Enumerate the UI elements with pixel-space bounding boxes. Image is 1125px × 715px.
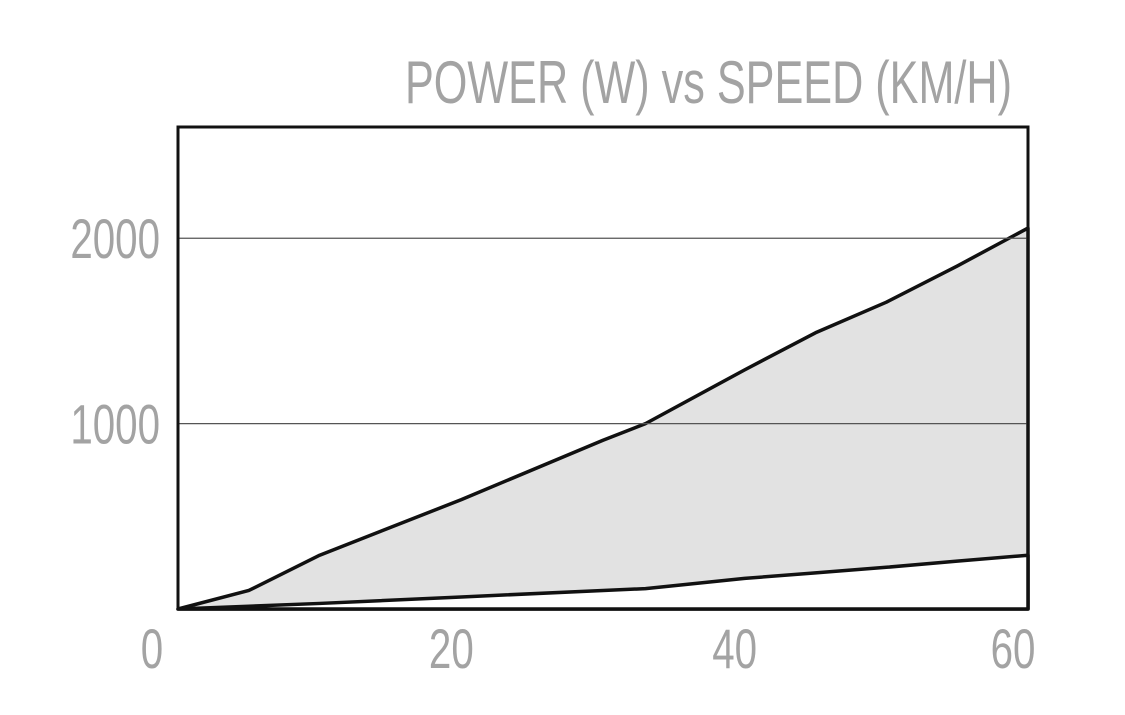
y-tick-label: 1000 bbox=[70, 394, 160, 456]
y-tick-label: 2000 bbox=[70, 209, 160, 271]
x-tick-label: 20 bbox=[429, 619, 474, 681]
area-line bbox=[176, 226, 1030, 611]
x-tick-label: 0 bbox=[141, 619, 163, 681]
plot-frame bbox=[176, 125, 1030, 611]
x-tick-label: 60 bbox=[991, 619, 1036, 681]
x-tick-label: 40 bbox=[712, 619, 757, 681]
chart-title: POWER (W) vs SPEED (KM/H) bbox=[405, 50, 1012, 117]
